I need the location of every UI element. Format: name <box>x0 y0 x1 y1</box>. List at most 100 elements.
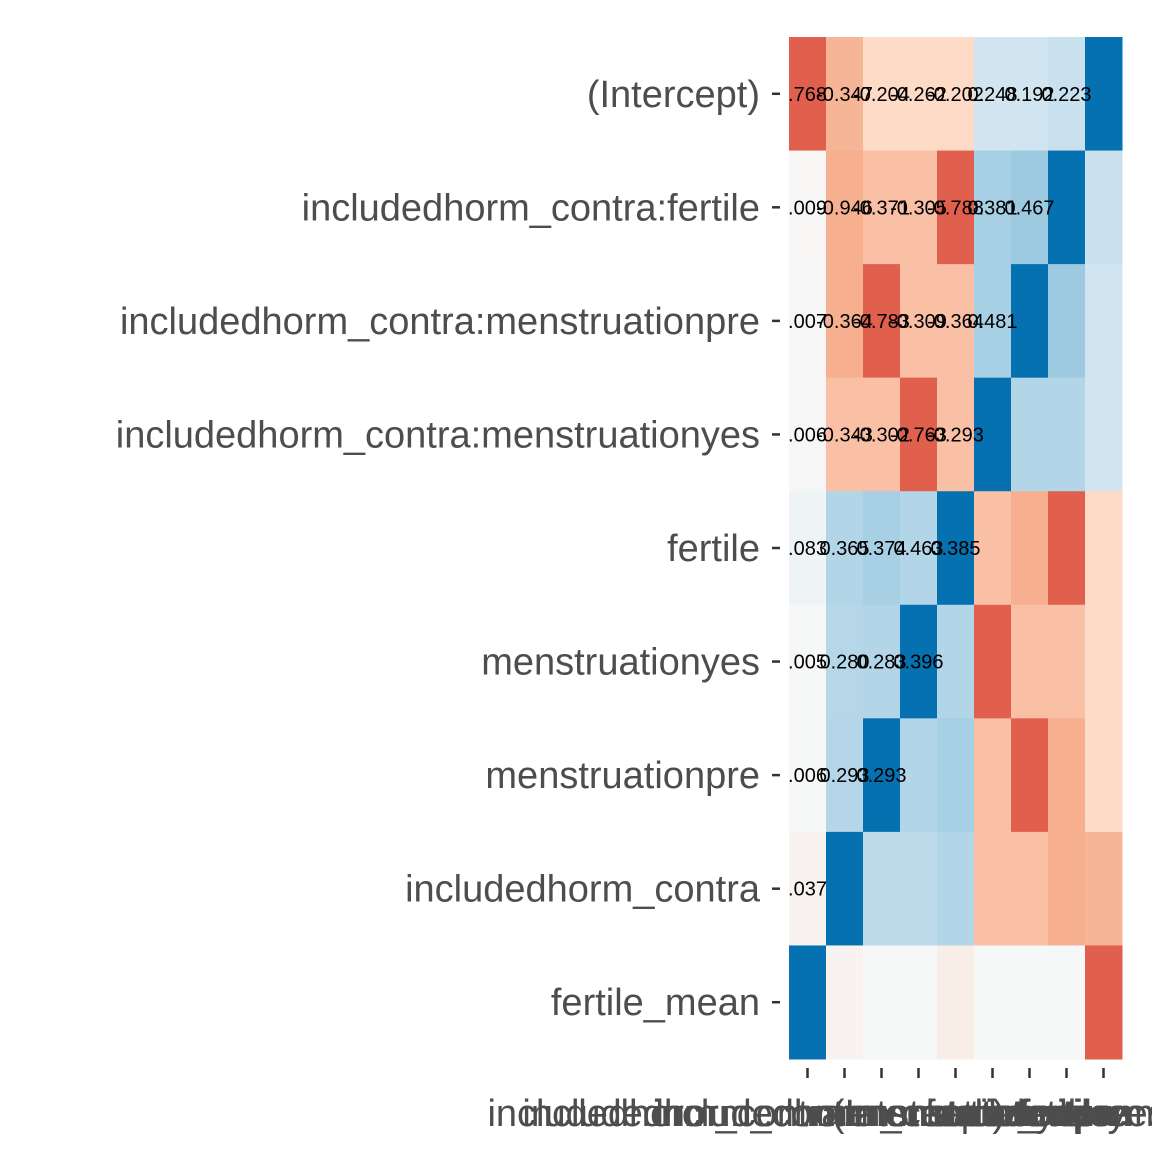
heatmap-cell <box>1048 491 1086 606</box>
heatmap-cell <box>1011 264 1049 379</box>
y-tick-label: includedhorm_contra:fertile <box>302 187 760 229</box>
heatmap-cell <box>826 604 864 719</box>
heatmap-cell <box>1011 945 1049 1060</box>
heatmap-cell <box>1048 264 1086 379</box>
cell-value-label: .083 <box>788 538 827 560</box>
cell-value-label: -0.364 <box>816 311 873 333</box>
cell-value-label: 0.248 <box>967 84 1017 106</box>
cell-value-label: -0.783 <box>853 311 910 333</box>
heatmap-cell <box>826 37 864 152</box>
heatmap-cell <box>1011 491 1049 606</box>
heatmap-cell <box>1048 718 1086 833</box>
heatmap-cell <box>1011 377 1049 492</box>
cell-value-label: 0.280 <box>819 652 869 674</box>
cell-value-label: .009 <box>788 197 827 219</box>
heatmap-cell <box>974 604 1012 719</box>
heatmap-cell <box>826 945 864 1060</box>
y-tick-label: menstruationyes <box>481 642 760 684</box>
heatmap-cell <box>900 491 938 606</box>
heatmap-cell <box>1011 718 1049 833</box>
heatmap-cell <box>937 37 975 152</box>
cell-value-label: -0.262 <box>890 84 947 106</box>
cell-value-label: 0.293 <box>819 765 869 787</box>
cell-value-label: 0.365 <box>819 538 869 560</box>
cell-value-label: -0.202 <box>927 84 984 106</box>
heatmap-cell <box>789 377 827 492</box>
heatmap-cell <box>789 831 827 946</box>
cell-value-label: -0.309 <box>890 311 947 333</box>
heatmap-cell <box>863 491 901 606</box>
cell-value-label: 0.481 <box>967 311 1017 333</box>
heatmap-cell <box>900 150 938 265</box>
x-tick-label: includedhorm_contra:menstruationpre <box>487 1093 1127 1135</box>
heatmap-cell <box>863 37 901 152</box>
x-tick-label: fertile_mean <box>925 1093 1134 1135</box>
x-tick-label: menstruationpre <box>855 1093 1130 1135</box>
heatmap-cell <box>974 491 1012 606</box>
heatmap-cell <box>1048 945 1086 1060</box>
heatmap-cell <box>1085 264 1123 379</box>
heatmap-cell <box>826 264 864 379</box>
heatmap-cell <box>826 377 864 492</box>
heatmap-cell <box>826 831 864 946</box>
heatmap-cell <box>937 604 975 719</box>
heatmap-cell <box>863 150 901 265</box>
cell-value-label: 0.463 <box>893 538 943 560</box>
cell-value-label: 0.223 <box>1041 84 1091 106</box>
heatmap-cell <box>1085 37 1123 152</box>
heatmap-cell <box>937 150 975 265</box>
heatmap-cell <box>1048 604 1086 719</box>
cell-value-label: -0.946 <box>816 197 873 219</box>
x-tick-label: includedhorm_contra:menstruationyes <box>522 1093 1152 1135</box>
cell-value-label: -0.293 <box>927 424 984 446</box>
heatmap-cell <box>900 264 938 379</box>
heatmap-cell <box>863 377 901 492</box>
heatmap-cell <box>937 945 975 1060</box>
heatmap-cell <box>974 150 1012 265</box>
heatmap-cell <box>974 264 1012 379</box>
cell-value-label: -0.305 <box>890 197 947 219</box>
cell-value-label: .006 <box>788 424 827 446</box>
cell-value-label: 0.467 <box>1004 197 1054 219</box>
x-tick-label: (Intercept) <box>832 1093 1005 1135</box>
heatmap-cell <box>863 604 901 719</box>
cell-value-label: 0.192 <box>1004 84 1054 106</box>
heatmap-cell <box>1048 37 1086 152</box>
heatmap-cell <box>789 604 827 719</box>
y-tick-label: includedhorm_contra:menstruationpre <box>120 301 760 343</box>
cell-value-label: 0.293 <box>856 765 906 787</box>
heatmap-cell <box>900 831 938 946</box>
cell-value-label: .037 <box>788 879 827 901</box>
heatmap-cell <box>826 150 864 265</box>
y-tick-label: fertile <box>667 528 760 570</box>
x-tick-label: includedhorm_contra:fertile <box>652 1093 1110 1135</box>
x-tick-label: fertile <box>1020 1093 1113 1135</box>
heatmap-cell <box>974 718 1012 833</box>
y-tick-label: includedhorm_contra <box>405 869 761 911</box>
x-tick-label: menstruationyes <box>816 1093 1095 1135</box>
cell-value-label: .007 <box>788 311 827 333</box>
heatmap-cell <box>1048 831 1086 946</box>
heatmap-cell <box>789 37 827 152</box>
heatmap-cell <box>1085 604 1123 719</box>
heatmap-cell <box>1011 150 1049 265</box>
heatmap-cell <box>789 264 827 379</box>
cell-value-label: -0.364 <box>927 311 984 333</box>
heatmap-cell <box>1011 37 1049 152</box>
heatmap-cell <box>900 718 938 833</box>
cell-value-label: -0.204 <box>853 84 910 106</box>
heatmap-cell <box>789 491 827 606</box>
heatmap-cell <box>1048 150 1086 265</box>
heatmap-cell <box>1085 831 1123 946</box>
y-tick-label: (Intercept) <box>587 74 760 116</box>
heatmap-cell <box>1048 377 1086 492</box>
cell-value-label: 0.396 <box>893 652 943 674</box>
heatmap-cell <box>937 718 975 833</box>
cell-value-label: -0.302 <box>853 424 910 446</box>
heatmap-cell <box>974 831 1012 946</box>
cell-value-label: .006 <box>788 765 827 787</box>
heatmap-cell <box>974 37 1012 152</box>
y-tick-label: menstruationpre <box>485 755 760 797</box>
